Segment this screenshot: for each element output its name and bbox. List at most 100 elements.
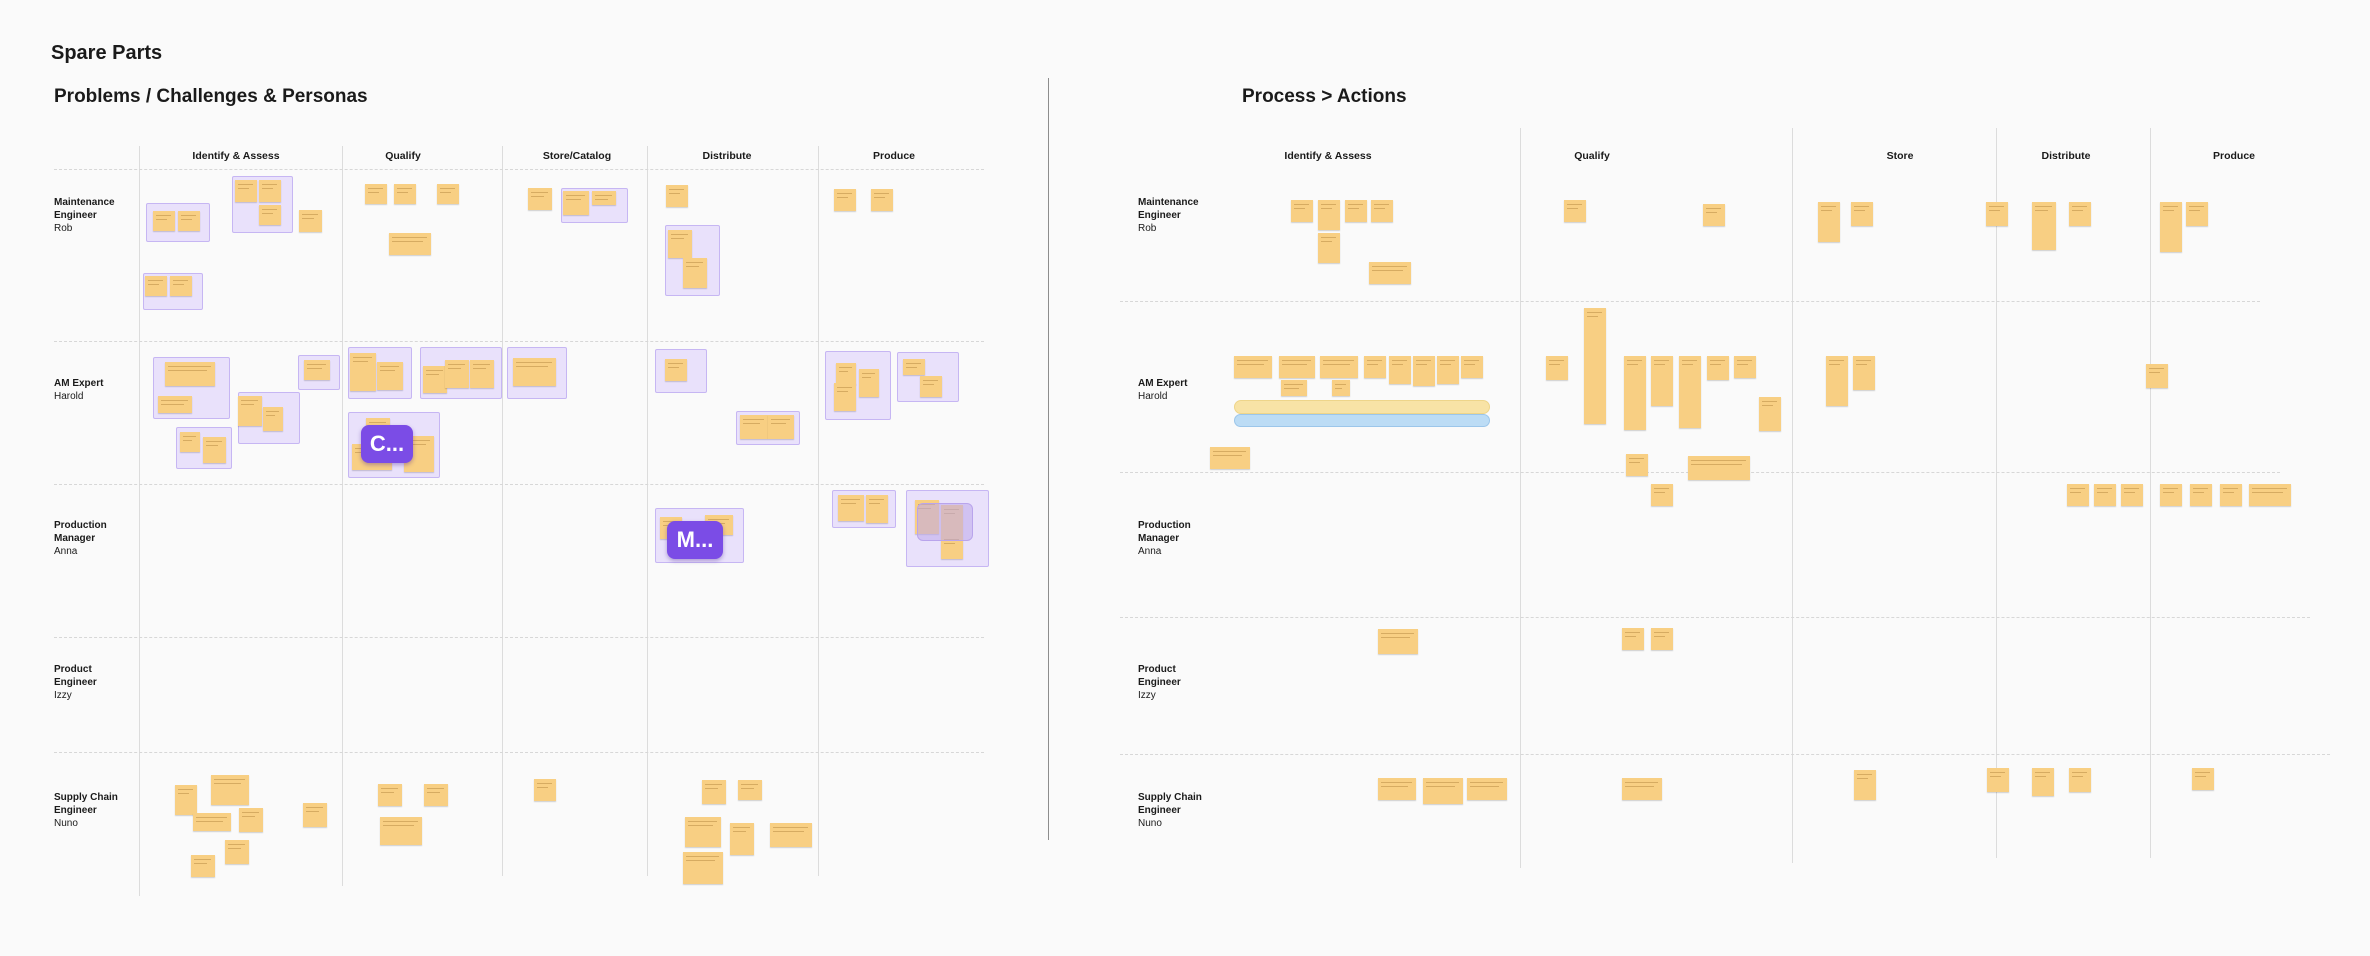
sticky-note[interactable] <box>1853 356 1875 390</box>
sticky-note[interactable] <box>1688 456 1750 480</box>
collaborator-avatar[interactable]: C... <box>361 425 413 463</box>
sticky-note[interactable] <box>211 775 249 805</box>
collaborator-avatar[interactable]: M... <box>667 521 723 559</box>
sticky-note[interactable] <box>178 211 200 231</box>
sticky-note[interactable] <box>437 184 459 204</box>
sticky-note[interactable] <box>235 180 257 202</box>
sticky-note[interactable] <box>1437 356 1459 384</box>
sticky-note[interactable] <box>768 415 794 439</box>
sticky-note[interactable] <box>1413 356 1435 386</box>
sticky-note[interactable] <box>2220 484 2242 506</box>
sticky-note[interactable] <box>683 852 723 884</box>
sticky-note[interactable] <box>738 780 762 800</box>
sticky-note[interactable] <box>1279 356 1315 378</box>
sticky-note[interactable] <box>2069 202 2091 226</box>
sticky-note[interactable] <box>1759 397 1781 431</box>
sticky-note[interactable] <box>259 205 281 225</box>
sticky-note[interactable] <box>193 813 231 831</box>
sticky-note[interactable] <box>238 396 262 426</box>
sticky-note[interactable] <box>1851 202 1873 226</box>
sticky-note[interactable] <box>365 184 387 204</box>
sticky-note[interactable] <box>304 360 330 380</box>
sticky-note[interactable] <box>1281 380 1307 396</box>
sticky-note[interactable] <box>1624 356 1646 430</box>
sticky-note[interactable] <box>2121 484 2143 506</box>
sticky-note[interactable] <box>1234 356 1272 378</box>
sticky-note[interactable] <box>1622 628 1644 650</box>
sticky-note[interactable] <box>838 495 864 521</box>
sticky-note[interactable] <box>2249 484 2291 506</box>
sticky-note[interactable] <box>528 188 552 210</box>
sticky-note[interactable] <box>1826 356 1848 406</box>
sticky-note[interactable] <box>1703 204 1725 226</box>
sticky-note[interactable] <box>592 191 616 205</box>
sticky-note[interactable] <box>239 808 263 832</box>
sticky-note[interactable] <box>2192 768 2214 790</box>
sticky-note[interactable] <box>1651 484 1673 506</box>
sticky-note[interactable] <box>1854 770 1876 800</box>
sticky-group[interactable] <box>655 349 707 393</box>
sticky-note[interactable] <box>834 383 856 411</box>
sticky-note[interactable] <box>165 362 215 386</box>
sticky-note[interactable] <box>1734 356 1756 378</box>
sticky-note[interactable] <box>445 360 469 388</box>
sticky-note[interactable] <box>903 359 925 375</box>
sticky-note[interactable] <box>175 785 197 815</box>
sticky-note[interactable] <box>1461 356 1483 378</box>
sticky-note[interactable] <box>424 784 448 806</box>
sticky-note[interactable] <box>1651 356 1673 406</box>
sticky-note[interactable] <box>1320 356 1358 378</box>
sticky-note[interactable] <box>1986 202 2008 226</box>
sticky-note[interactable] <box>263 407 283 431</box>
sticky-note[interactable] <box>1707 356 1729 380</box>
sticky-note[interactable] <box>866 495 888 523</box>
sticky-note[interactable] <box>2069 768 2091 792</box>
sticky-note[interactable] <box>1345 200 1367 222</box>
sticky-note[interactable] <box>836 363 856 385</box>
sticky-note[interactable] <box>2186 202 2208 226</box>
sticky-note[interactable] <box>378 784 402 806</box>
sticky-note[interactable] <box>145 276 167 296</box>
sticky-note[interactable] <box>303 803 327 827</box>
sticky-note[interactable] <box>1318 233 1340 263</box>
sticky-note[interactable] <box>2190 484 2212 506</box>
sticky-note[interactable] <box>513 358 556 386</box>
sticky-note[interactable] <box>1467 778 1507 800</box>
process-bar[interactable] <box>1234 414 1490 427</box>
sticky-note[interactable] <box>1210 447 1250 469</box>
sticky-note[interactable] <box>668 230 692 258</box>
sticky-note[interactable] <box>470 360 494 388</box>
sticky-note[interactable] <box>770 823 812 847</box>
sticky-note[interactable] <box>1626 454 1648 476</box>
sticky-note[interactable] <box>1987 768 2009 792</box>
sticky-note[interactable] <box>1622 778 1662 800</box>
sticky-note[interactable] <box>2032 202 2056 250</box>
sticky-note[interactable] <box>920 376 942 397</box>
sticky-note[interactable] <box>2094 484 2116 506</box>
sticky-note[interactable] <box>153 211 175 231</box>
sticky-note[interactable] <box>1818 202 1840 242</box>
sticky-note[interactable] <box>1371 200 1393 222</box>
sticky-note[interactable] <box>350 353 376 391</box>
sticky-note[interactable] <box>740 415 768 439</box>
sticky-note[interactable] <box>191 855 215 877</box>
sticky-note[interactable] <box>1332 380 1350 396</box>
sticky-note[interactable] <box>203 437 226 463</box>
sticky-note[interactable] <box>389 233 431 255</box>
sticky-note[interactable] <box>1291 200 1313 222</box>
sticky-note[interactable] <box>1378 778 1416 800</box>
sticky-note[interactable] <box>394 184 416 204</box>
sticky-note[interactable] <box>1364 356 1386 378</box>
sticky-note[interactable] <box>423 366 447 393</box>
sticky-note[interactable] <box>1546 356 1568 380</box>
sticky-note[interactable] <box>534 779 556 801</box>
sticky-note[interactable] <box>834 189 856 211</box>
sticky-note[interactable] <box>180 432 200 452</box>
sticky-note[interactable] <box>1423 778 1463 804</box>
sticky-note[interactable] <box>683 258 707 288</box>
sticky-note[interactable] <box>563 191 589 215</box>
sticky-note[interactable] <box>1679 356 1701 428</box>
sticky-note[interactable] <box>859 369 879 397</box>
sticky-note[interactable] <box>685 817 721 847</box>
sticky-note[interactable] <box>225 840 249 864</box>
